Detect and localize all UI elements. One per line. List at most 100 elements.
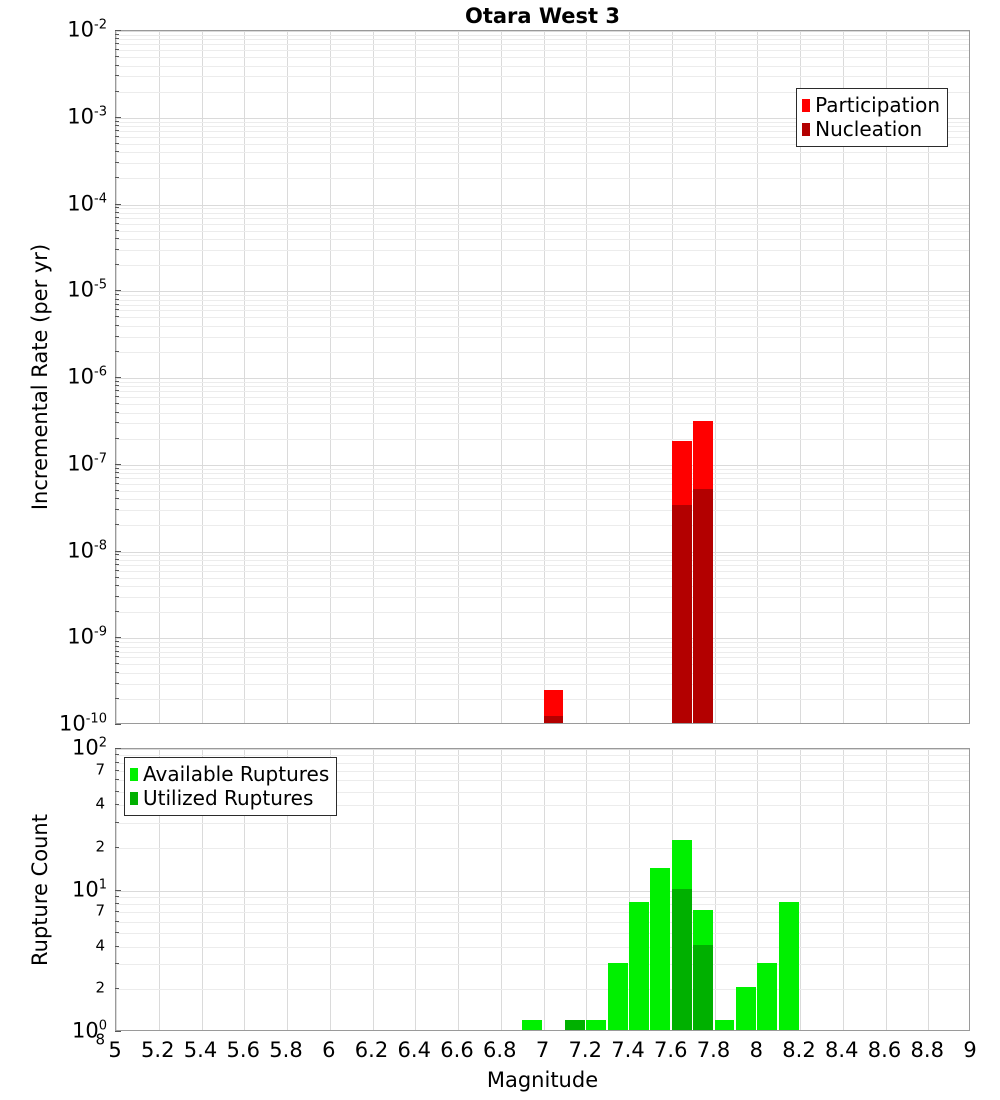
- y-tick-mark-minor: [115, 651, 119, 652]
- legend-rupture-count-item[interactable]: Available Ruptures: [130, 762, 329, 786]
- y-tick-mark-minor: [115, 932, 119, 933]
- gridline-horizontal-minor: [116, 565, 969, 566]
- y-tick-mark-minor: [115, 34, 119, 35]
- gridline-horizontal-minor: [116, 684, 969, 685]
- gridline-horizontal-minor: [116, 295, 969, 296]
- gridline-horizontal-minor: [116, 478, 969, 479]
- y-tick-mark-minor: [115, 754, 119, 755]
- gridline-horizontal-minor: [116, 947, 969, 948]
- gridline-vertical: [500, 31, 502, 723]
- x-tick-label: 8.2: [782, 1038, 816, 1062]
- y-tick-mark-minor: [115, 641, 119, 642]
- gridline-vertical: [757, 31, 759, 723]
- gridline-horizontal-minor: [116, 469, 969, 470]
- gridline-vertical: [800, 31, 801, 723]
- gridline-horizontal-minor: [116, 326, 969, 327]
- legend-incremental-rate-item[interactable]: Nucleation: [802, 117, 940, 141]
- y-tick-mark: [115, 464, 121, 465]
- gridline-horizontal-minor: [116, 382, 969, 383]
- y-tick-mark-minor: [115, 683, 119, 684]
- y-tick-mark-minor: [115, 564, 119, 565]
- y-tick-mark-minor: [115, 162, 119, 163]
- gridline-horizontal-minor: [116, 66, 969, 67]
- y-tick-mark-minor: [115, 223, 119, 224]
- y-tick-mark-minor: [115, 903, 119, 904]
- gridline-horizontal-minor: [116, 597, 969, 598]
- x-tick-label: 5.8: [269, 1038, 303, 1062]
- bar-utilized: [671, 888, 692, 1030]
- gridline-horizontal-minor: [116, 647, 969, 648]
- y-tick-label: 10-6: [67, 364, 107, 389]
- gridline-horizontal-minor: [116, 897, 969, 898]
- y-tick-mark-minor: [115, 325, 119, 326]
- gridline-horizontal-minor: [116, 771, 969, 772]
- gridline-horizontal-minor: [116, 904, 969, 905]
- y-tick-mark-minor: [115, 56, 119, 57]
- y-tick-mark-minor: [115, 509, 119, 510]
- y-tick-mark-minor: [115, 498, 119, 499]
- x-tick-label: 8: [749, 1038, 763, 1062]
- x-tick-label: 8.8: [910, 1038, 944, 1062]
- y-tick-label: 10-4: [67, 191, 107, 215]
- y-tick-mark-minor: [115, 381, 119, 382]
- y-tick-label: 102: [71, 735, 107, 760]
- y-tick-mark-minor: [115, 309, 119, 310]
- x-tick-label: 5.4: [183, 1038, 218, 1062]
- gridline-horizontal-minor: [116, 391, 969, 392]
- y-tick-mark-minor: [115, 596, 119, 597]
- gridline-horizontal-minor: [116, 491, 969, 492]
- legend-incremental-rate-item[interactable]: Participation: [802, 93, 940, 117]
- legend-swatch-icon: [130, 767, 138, 781]
- y-tick-mark: [115, 30, 121, 31]
- gridline-vertical: [372, 749, 374, 1030]
- y-tick-mark-minor: [115, 477, 119, 478]
- y-tick-mark-minor: [115, 791, 119, 792]
- gridline-vertical: [329, 31, 331, 723]
- y-tick-mark-minor: [115, 896, 119, 897]
- gridline-horizontal-minor: [116, 39, 969, 40]
- rupture-count-plot-area: Available Ruptures Utilized Ruptures: [115, 748, 970, 1031]
- y-tick-label: 10-7: [67, 451, 107, 476]
- x-tick-label: 6.2: [354, 1038, 389, 1062]
- y-tick-mark-minor: [115, 911, 119, 912]
- x-tick-label: 7.6: [654, 1038, 688, 1062]
- bar-available: [586, 1020, 607, 1030]
- gridline-horizontal-minor: [116, 805, 969, 806]
- gridline-vertical: [244, 31, 246, 723]
- gridline-horizontal: [116, 118, 969, 119]
- gridline-horizontal-minor: [116, 208, 969, 209]
- y-axis-title-rupture-count: Rupture Count: [28, 813, 52, 966]
- y-tick-mark-minor: [115, 75, 119, 76]
- gridline-horizontal-minor: [116, 484, 969, 485]
- legend-label: Participation: [815, 93, 940, 117]
- y-tick-mark-minor: [115, 770, 119, 771]
- gridline-vertical: [885, 749, 887, 1030]
- gridline-horizontal-minor: [116, 673, 969, 674]
- x-tick-label: 7.8: [696, 1038, 731, 1062]
- bar-available: [607, 962, 628, 1030]
- bar-nucleation: [693, 488, 713, 723]
- gridline-horizontal-minor: [116, 300, 969, 301]
- y-axis-title-incremental-rate: Incremental Rate (per yr): [28, 243, 52, 511]
- gridline-horizontal-minor: [116, 352, 969, 353]
- gridline-horizontal: [116, 205, 969, 206]
- gridline-horizontal-minor: [116, 250, 969, 251]
- gridline-horizontal-minor: [116, 964, 969, 965]
- gridline-horizontal-minor: [116, 792, 969, 793]
- gridline-vertical: [458, 749, 459, 1030]
- gridline-horizontal-minor: [116, 763, 969, 764]
- y-tick-label: 101: [71, 877, 107, 901]
- legend-rupture-count-item[interactable]: Utilized Ruptures: [130, 786, 329, 810]
- gridline-horizontal-minor: [116, 163, 969, 164]
- gridline-horizontal-minor: [116, 317, 969, 318]
- gridline-vertical: [842, 749, 844, 1030]
- gridline-horizontal-minor: [116, 310, 969, 311]
- gridline-horizontal-minor: [116, 144, 969, 145]
- gridline-horizontal-minor: [116, 560, 969, 561]
- gridline-horizontal-minor: [116, 337, 969, 338]
- y-tick-mark: [115, 377, 121, 378]
- x-tick-label: 6.4: [397, 1038, 431, 1062]
- bar-available: [650, 867, 671, 1030]
- y-tick-mark: [115, 117, 121, 118]
- y-tick-mark-minor: [115, 316, 119, 317]
